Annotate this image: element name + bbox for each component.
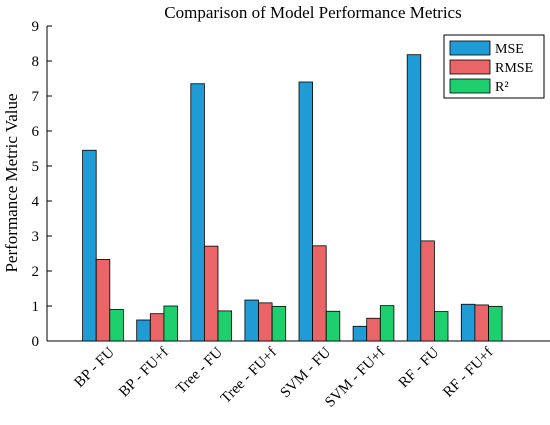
bar-rmse-6 xyxy=(420,240,435,342)
legend-label: R² xyxy=(495,80,509,95)
x-tick-label: SVM - FU xyxy=(278,344,335,401)
y-tick-label: 1 xyxy=(32,299,40,315)
y-tick-label: 2 xyxy=(32,264,40,280)
bar-mse-6 xyxy=(406,54,422,342)
bar-r-5 xyxy=(379,305,395,342)
bar-r-6 xyxy=(433,311,449,342)
bar-rmse-4 xyxy=(312,245,327,342)
x-tick-label: RF - FU xyxy=(396,344,443,391)
y-tick-label: 4 xyxy=(32,194,40,210)
legend-swatch xyxy=(449,59,491,75)
x-tick-label: BP - FU xyxy=(72,344,118,390)
x-tick-label: Tree - FU xyxy=(173,344,226,397)
y-tick-label: 6 xyxy=(32,124,40,140)
y-tick-label: 0 xyxy=(32,334,40,350)
bar-mse-3 xyxy=(244,299,259,342)
y-tick-label: 8 xyxy=(32,54,40,70)
y-tick-label: 7 xyxy=(32,89,40,105)
y-tick-label: 9 xyxy=(32,19,40,35)
bar-mse-2 xyxy=(190,83,205,342)
bar-r-3 xyxy=(271,305,287,342)
bar-rmse-5 xyxy=(366,317,381,342)
bar-mse-0 xyxy=(82,149,97,342)
y-tick-label: 5 xyxy=(32,159,40,175)
chart-title: Comparison of Model Performance Metrics xyxy=(164,3,461,22)
bar-mse-5 xyxy=(352,325,368,342)
x-tick-label: Tree - FU+f xyxy=(218,345,280,407)
bar-r-2 xyxy=(217,310,233,342)
x-tick-label: RF - FU+f xyxy=(440,345,496,401)
y-tick-label: 3 xyxy=(32,229,40,245)
bar-rmse-1 xyxy=(149,313,165,342)
bar-rmse-2 xyxy=(203,245,219,342)
bar-rmse-7 xyxy=(474,304,489,342)
bar-rmse-0 xyxy=(95,259,111,342)
bar-rmse-3 xyxy=(258,302,273,342)
bar-r-4 xyxy=(325,310,341,342)
bar-mse-7 xyxy=(460,303,476,342)
legend: MSE RMSE R² xyxy=(443,34,545,99)
bar-r-1 xyxy=(163,305,178,342)
legend-swatch xyxy=(449,78,491,94)
bar-r-0 xyxy=(109,309,124,342)
legend-label: MSE xyxy=(495,42,524,57)
legend-swatch xyxy=(449,40,491,56)
x-tick-label: BP - FU+f xyxy=(116,345,172,401)
bar-mse-4 xyxy=(298,81,314,342)
bar-r-7 xyxy=(488,305,503,342)
y-axis-label: Performance Metric Value xyxy=(2,93,21,272)
bar-mse-1 xyxy=(136,319,151,342)
legend-label: RMSE xyxy=(495,61,533,76)
